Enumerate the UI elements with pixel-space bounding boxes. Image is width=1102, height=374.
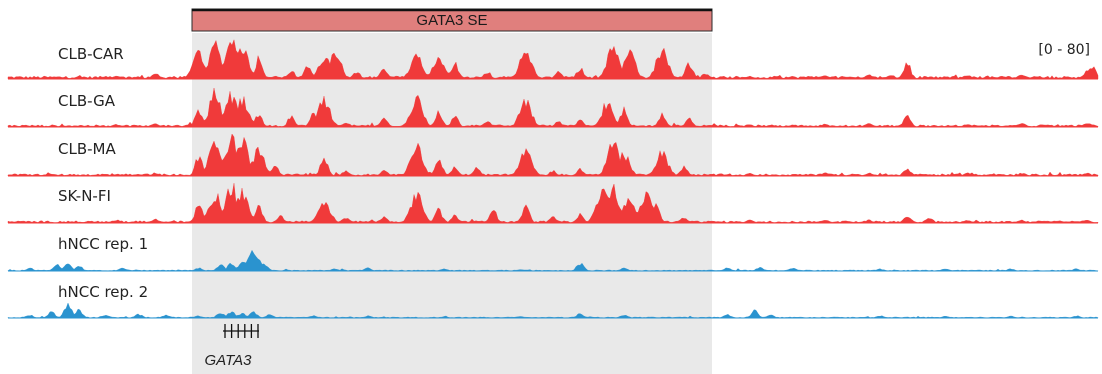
gene-exons [224,324,259,338]
se-region-bar: GATA3 SE [191,8,713,32]
track-clb-ga: CLB-GA [7,87,1099,128]
track-hncc-rep-1: hNCC rep. 1 [7,235,1099,272]
track-clb-ma: CLB-MA [7,133,1099,177]
track-label: SK-N-FI [58,187,111,205]
track-label: CLB-MA [58,140,116,158]
se-region-highlight [192,33,712,374]
track-signal-area [7,183,1099,224]
track-hncc-rep-2: hNCC rep. 2 [7,283,1099,319]
track-signal-area [7,39,1099,80]
se-bar-label: GATA3 SE [416,12,487,29]
track-label: hNCC rep. 2 [58,283,148,301]
track-label: CLB-CAR [58,45,124,63]
track-sk-n-fi: SK-N-FI [7,183,1099,224]
track-signal-area [7,133,1099,177]
track-label: CLB-GA [58,92,116,110]
track-clb-car: CLB-CAR [7,39,1099,80]
signal-tracks: CLB-CAR CLB-GA CLB-MA SK-N-FI hNCC rep. 1 hNC… [7,39,1099,319]
gene-name-label: GATA3 [205,352,253,369]
track-label: hNCC rep. 1 [58,235,148,253]
gene-annotation: GATA3 [205,324,259,369]
data-range-label: [0 - 80] [1038,42,1090,58]
track-signal-area [7,87,1099,128]
